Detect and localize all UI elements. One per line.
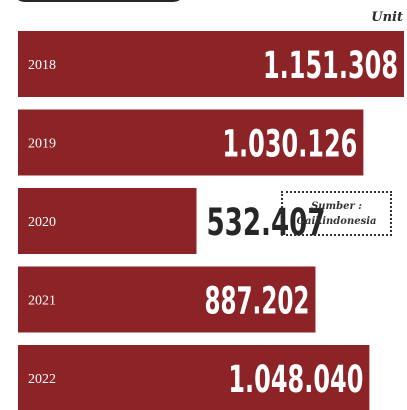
bar-group-2019: 2019 1.030.126 — [18, 109, 364, 176]
bar-2018 — [18, 31, 404, 97]
bar-2020 — [18, 188, 197, 254]
year-label: 2020 — [28, 215, 56, 230]
year-label: 2018 — [28, 58, 56, 73]
bar-2019 — [18, 109, 364, 176]
bar-group-2018: 2018 1.151.308 — [18, 31, 404, 97]
year-label: 2019 — [28, 137, 56, 152]
bar-2022 — [18, 345, 370, 410]
bar-2021 — [18, 266, 316, 333]
source-label: Sumber : — [311, 201, 362, 212]
year-label: 2021 — [28, 294, 56, 309]
unit-label: Unit — [371, 10, 403, 25]
year-label: 2022 — [28, 372, 56, 387]
value-label: 532.407 — [207, 201, 326, 244]
value-label: 1.151.308 — [263, 44, 398, 87]
value-label: 887.202 — [204, 280, 309, 323]
value-label: 1.030.126 — [222, 123, 357, 166]
bar-group-2022: 2022 1.048.040 — [18, 345, 370, 410]
bar-group-2021: 2021 887.202 — [18, 266, 316, 333]
value-label: 1.048.040 — [228, 358, 363, 401]
source-box: Sumber : Gaikindonesia — [281, 191, 392, 236]
bar-group-2020: 2020 532.407 — [18, 188, 326, 254]
source-value: Gaikindonesia — [296, 216, 377, 227]
